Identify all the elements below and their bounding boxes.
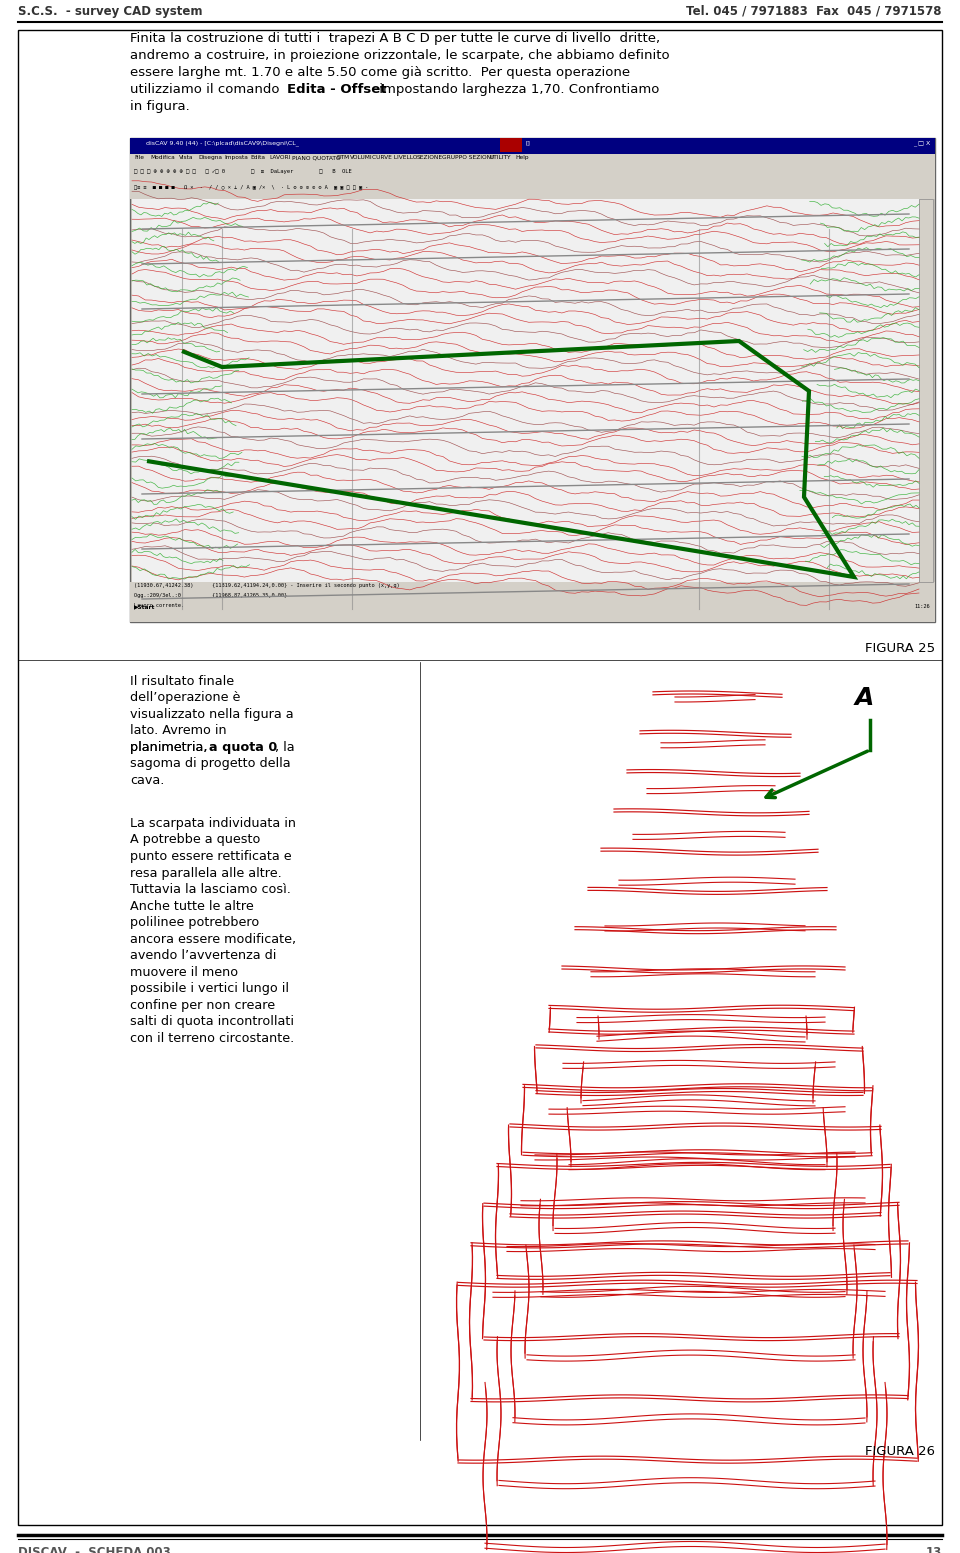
Text: Tuttavia la lasciamo così.: Tuttavia la lasciamo così. xyxy=(130,884,291,896)
Text: Help: Help xyxy=(516,155,529,160)
Bar xyxy=(919,199,933,582)
Text: ancora essere modificate,: ancora essere modificate, xyxy=(130,932,296,946)
Text: DTM: DTM xyxy=(337,155,349,160)
Text: , la: , la xyxy=(275,741,295,755)
Text: polilinee potrebbero: polilinee potrebbero xyxy=(130,916,259,929)
Text: □ □ □ ⊕ ⊕ ⊕ ⊕ ⊕ □ □   □ ✓□ 0        □  ≡  DaLayer        □   B  OLE: □ □ □ ⊕ ⊕ ⊕ ⊕ ⊕ □ □ □ ✓□ 0 □ ≡ DaLayer □… xyxy=(134,169,351,174)
Text: A potrebbe a questo: A potrebbe a questo xyxy=(130,834,260,846)
Text: sagoma di progetto della: sagoma di progetto della xyxy=(130,758,291,770)
Text: ▶Start: ▶Start xyxy=(134,604,156,609)
Text: SEZIONE: SEZIONE xyxy=(417,155,443,160)
Text: avendo l’avvertenza di: avendo l’avvertenza di xyxy=(130,949,276,961)
Bar xyxy=(130,168,935,183)
Text: salti di quota incontrollati: salti di quota incontrollati xyxy=(130,1016,294,1028)
Text: GRUPPO SEZIONI: GRUPPO SEZIONI xyxy=(443,155,493,160)
Text: Anche tutte le altre: Anche tutte le altre xyxy=(130,899,253,913)
Text: ⌖≡ ≡  ■ ■ ■ ■   Ω ×  ·  / / ○ × ⊥ / A ▣ /×  \  · L ⊙ ⊙ ⊙ ⊙ ⊙ A  ▣ ▣ 🔥 🖼 ▣ ·: ⌖≡ ≡ ■ ■ ■ ■ Ω × · / / ○ × ⊥ / A ▣ /× \ … xyxy=(134,185,369,189)
Text: possibile i vertici lungo il: possibile i vertici lungo il xyxy=(130,981,289,995)
Text: utilizziamo il comando: utilizziamo il comando xyxy=(130,82,284,96)
Text: Edita: Edita xyxy=(251,155,265,160)
Text: PIANO QUOTATO: PIANO QUOTATO xyxy=(292,155,341,160)
Bar xyxy=(130,582,935,603)
Text: con il terreno circostante.: con il terreno circostante. xyxy=(130,1031,295,1045)
Text: 13: 13 xyxy=(925,1545,942,1553)
Text: Ogg.:209/3el.:0          {11968.87,41265.35,0.00}: Ogg.:209/3el.:0 {11968.87,41265.35,0.00} xyxy=(134,593,287,598)
Bar xyxy=(500,138,522,152)
Bar xyxy=(130,154,935,168)
Text: punto essere rettificata e: punto essere rettificata e xyxy=(130,849,292,863)
Bar xyxy=(132,199,919,582)
Text: Edita - Offset: Edita - Offset xyxy=(287,82,387,96)
Text: La scarpata individuata in: La scarpata individuata in xyxy=(130,817,296,829)
Text: andremo a costruire, in proiezione orizzontale, le scarpate, che abbiamo definit: andremo a costruire, in proiezione orizz… xyxy=(130,50,670,62)
Text: visualizzato nella figura a: visualizzato nella figura a xyxy=(130,708,294,721)
Text: Vista: Vista xyxy=(180,155,194,160)
Text: resa parallela alle altre.: resa parallela alle altre. xyxy=(130,867,281,879)
Bar xyxy=(130,138,935,154)
Text: disCAV 9.40 (44) - [C:\plcad\disCAV9\Disegni\CL_: disCAV 9.40 (44) - [C:\plcad\disCAV9\Dis… xyxy=(146,140,299,146)
Text: LAVORI: LAVORI xyxy=(270,155,291,160)
Text: File: File xyxy=(134,155,144,160)
Text: Tel. 045 / 7971883  Fax  045 / 7971578: Tel. 045 / 7971883 Fax 045 / 7971578 xyxy=(686,5,942,19)
Text: essere larghe mt. 1.70 e alte 5.50 come già scritto.  Per questa operazione: essere larghe mt. 1.70 e alte 5.50 come … xyxy=(130,65,630,79)
Text: FIGURA 25: FIGURA 25 xyxy=(865,641,935,655)
Text: Disegna: Disegna xyxy=(199,155,223,160)
Text: VOLUMI: VOLUMI xyxy=(349,155,372,160)
Text: Finita la costruzione di tutti i  trapezi A B C D per tutte le curve di livello : Finita la costruzione di tutti i trapezi… xyxy=(130,33,660,45)
Bar xyxy=(130,603,935,623)
Text: S.C.S.  - survey CAD system: S.C.S. - survey CAD system xyxy=(18,5,203,19)
Text: impostando larghezza 1,70. Confrontiamo: impostando larghezza 1,70. Confrontiamo xyxy=(375,82,660,96)
Text: 11:26: 11:26 xyxy=(914,604,930,609)
Text: planimetria,: planimetria, xyxy=(130,741,211,755)
Text: Lavoro corrente.: Lavoro corrente. xyxy=(134,603,184,609)
Text: DISCAV  -  SCHEDA 003: DISCAV - SCHEDA 003 xyxy=(18,1545,171,1553)
Bar xyxy=(130,183,935,199)
Text: Modifica: Modifica xyxy=(151,155,175,160)
Text: lato. Avremo in: lato. Avremo in xyxy=(130,725,227,738)
Text: dell’operazione è: dell’operazione è xyxy=(130,691,240,705)
Bar xyxy=(130,138,935,623)
Text: CURVE LIVELLO: CURVE LIVELLO xyxy=(372,155,418,160)
Text: []: [] xyxy=(526,140,531,144)
Text: FIGURA 26: FIGURA 26 xyxy=(865,1444,935,1458)
Text: muovere il meno: muovere il meno xyxy=(130,966,238,978)
Text: Il risultato finale: Il risultato finale xyxy=(130,676,234,688)
Text: planimetria,: planimetria, xyxy=(130,741,211,755)
Text: UTILITY: UTILITY xyxy=(490,155,512,160)
Text: a quota 0: a quota 0 xyxy=(209,741,277,755)
Text: A: A xyxy=(855,686,875,710)
Text: _ □ X: _ □ X xyxy=(913,140,930,146)
Text: Imposta: Imposta xyxy=(225,155,249,160)
Text: (11930.67,41242.38)      {11819.62,41194.24,0.00} - Inserire il secondo punto (x: (11930.67,41242.38) {11819.62,41194.24,0… xyxy=(134,582,399,589)
Text: in figura.: in figura. xyxy=(130,99,190,113)
Text: cava.: cava. xyxy=(130,773,164,787)
Text: confine per non creare: confine per non creare xyxy=(130,999,276,1011)
